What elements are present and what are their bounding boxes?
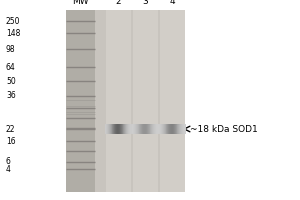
Text: 250: 250 [6, 17, 20, 25]
Text: 4: 4 [170, 0, 175, 6]
Text: 16: 16 [6, 136, 16, 146]
Bar [133, 10, 158, 192]
Text: 50: 50 [6, 76, 16, 86]
Text: MW: MW [72, 0, 89, 6]
Bar [106, 10, 131, 192]
Text: 3: 3 [142, 0, 148, 6]
Text: ~18 kDa SOD1: ~18 kDa SOD1 [190, 124, 258, 134]
Text: 4: 4 [6, 164, 11, 173]
Bar [66, 10, 94, 192]
Text: 22: 22 [6, 124, 16, 134]
Text: 148: 148 [6, 28, 20, 38]
Text: 98: 98 [6, 45, 16, 53]
Text: 64: 64 [6, 62, 16, 72]
Text: 36: 36 [6, 92, 16, 100]
Text: 2: 2 [116, 0, 121, 6]
Bar [66, 10, 180, 192]
Bar [160, 10, 185, 192]
Text: 6: 6 [6, 158, 11, 166]
